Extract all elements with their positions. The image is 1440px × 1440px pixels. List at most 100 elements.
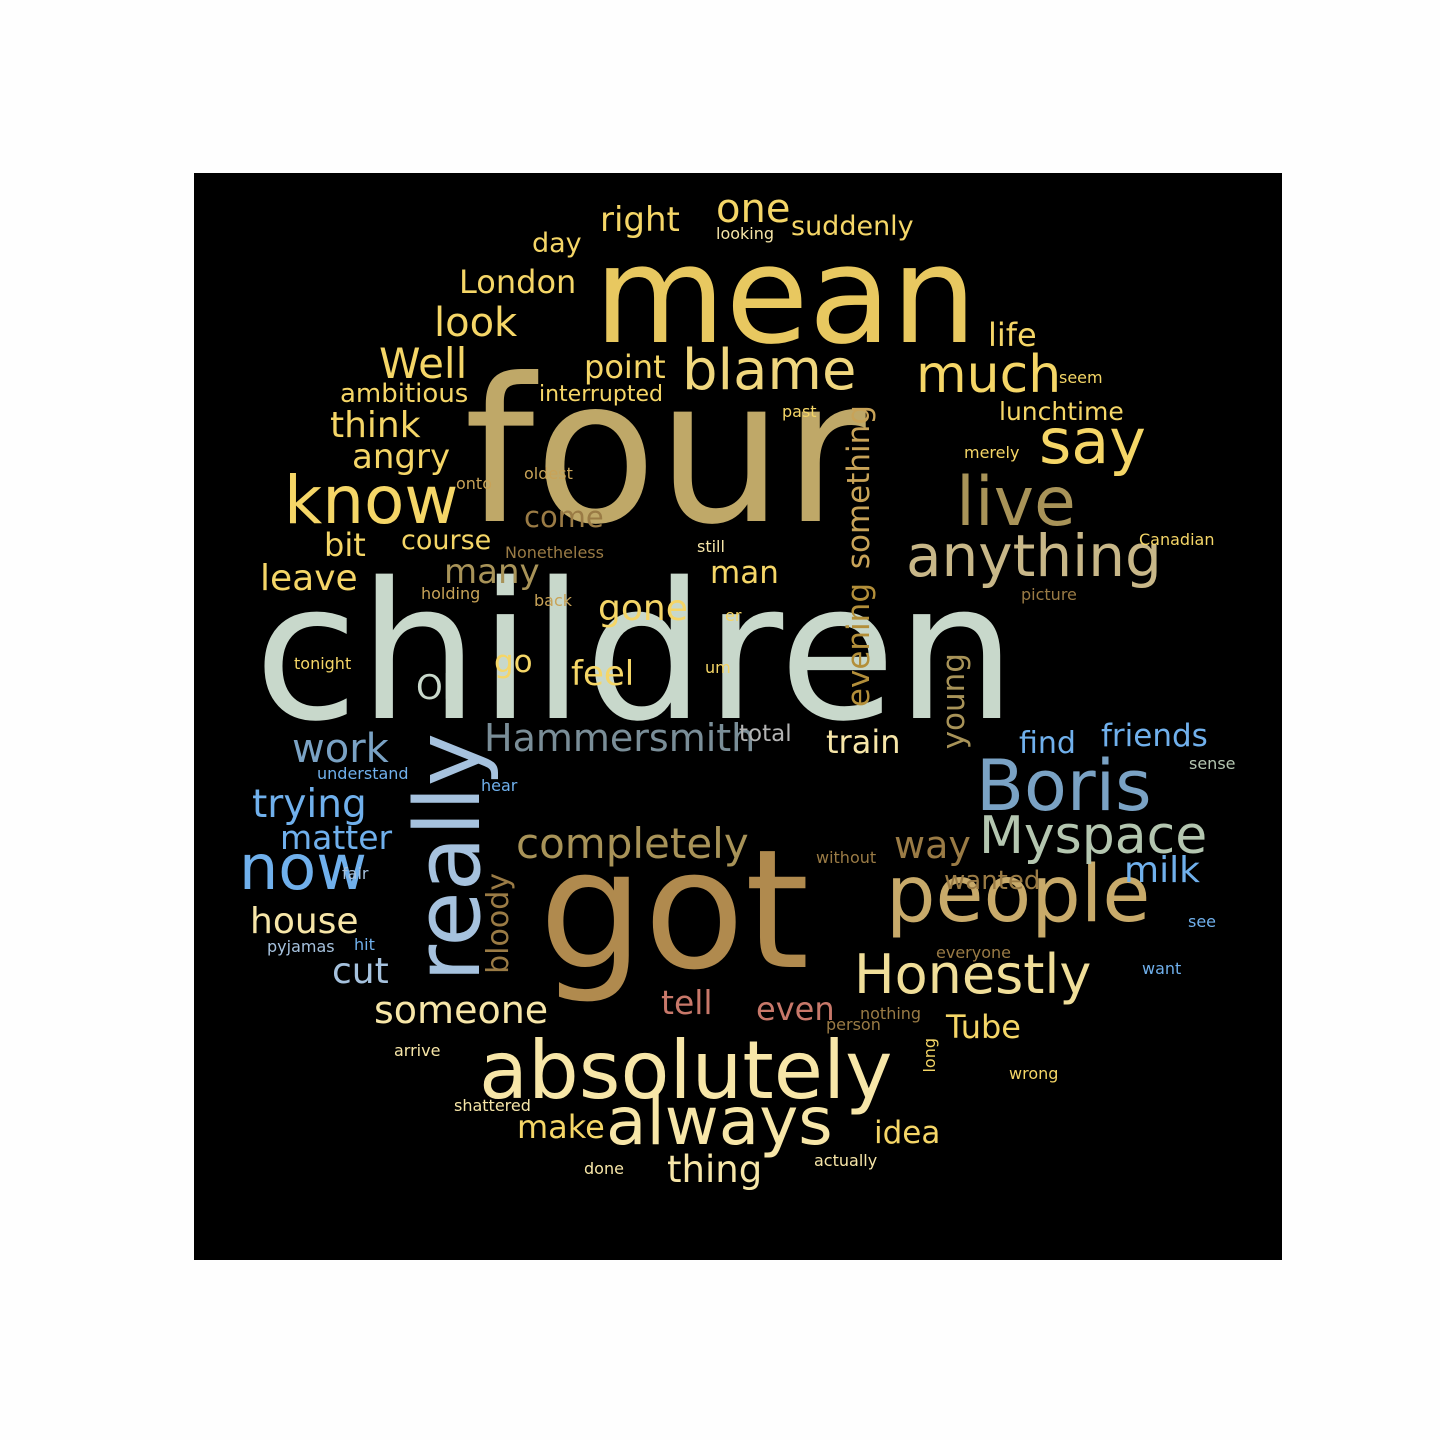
word-94: long	[920, 1038, 939, 1073]
word-16: Honestly	[854, 943, 1092, 1006]
word-71: oldest	[524, 464, 573, 483]
word-3: got	[539, 814, 810, 1006]
word-13: say	[1039, 405, 1146, 478]
word-68: seem	[1059, 368, 1103, 387]
word-64: make	[517, 1108, 605, 1146]
word-19: Hammersmith	[484, 716, 756, 760]
word-31: ambitious	[340, 379, 469, 409]
word-32: interrupted	[539, 382, 663, 407]
word-14: much	[916, 345, 1062, 405]
word-5: people	[886, 850, 1151, 940]
word-10: always	[606, 1083, 833, 1160]
word-84: sense	[1189, 754, 1236, 773]
word-79: er	[725, 606, 742, 625]
word-33: lunchtime	[999, 397, 1124, 426]
word-40: leave	[260, 558, 358, 599]
word-41: many	[444, 552, 540, 592]
word-66: thing	[667, 1148, 763, 1191]
word-63: Tube	[946, 1008, 1021, 1046]
word-47: work	[292, 726, 389, 772]
word-99: actually	[814, 1151, 878, 1170]
word-90: everyone	[936, 943, 1011, 962]
word-80: tonight	[294, 654, 352, 673]
word-87: pyjamas	[267, 937, 335, 956]
word-28: suddenly	[791, 211, 914, 242]
word-53: matter	[280, 818, 393, 857]
word-11: blame	[682, 338, 857, 403]
word-18: completely	[516, 819, 749, 868]
word-58: wanted	[944, 866, 1041, 896]
word-77: back	[534, 591, 573, 610]
word-34: something	[841, 405, 877, 570]
word-93: person	[826, 1015, 881, 1034]
word-76: holding	[421, 584, 481, 603]
word-74: still	[697, 537, 725, 556]
word-8: anything	[906, 522, 1162, 590]
word-75: Canadian	[1139, 530, 1215, 549]
word-92: nothing	[860, 1004, 922, 1023]
word-cloud: children four mean got absolutely people reall…	[194, 173, 1282, 1260]
word-50: find	[1019, 726, 1076, 761]
word-65: idea	[874, 1115, 941, 1151]
word-61: even	[756, 990, 835, 1028]
word-70: merely	[964, 443, 1020, 462]
word-69: past	[782, 402, 817, 421]
word-25: think	[330, 405, 421, 446]
word-85: without	[816, 848, 877, 867]
word-45: feel	[571, 654, 635, 694]
word-22: one	[716, 186, 791, 232]
word-52: trying	[252, 782, 367, 827]
word-59: bloody	[481, 873, 516, 974]
word-83: hear	[481, 776, 518, 795]
word-26: angry	[352, 437, 451, 477]
word-46: Oh	[416, 668, 465, 708]
word-95: wrong	[1009, 1064, 1059, 1083]
word-97: shattered	[454, 1096, 531, 1115]
word-96: arrive	[394, 1041, 441, 1060]
word-36: young	[936, 653, 972, 750]
word-30: life	[988, 316, 1037, 354]
word-54: house	[250, 901, 359, 942]
word-15: Myspace	[979, 806, 1208, 866]
word-78: picture	[1021, 585, 1077, 604]
word-44: go	[494, 644, 533, 680]
word-12: know	[284, 462, 459, 539]
word-98: done	[584, 1159, 624, 1178]
word-67: looking	[716, 224, 775, 243]
word-72: onto	[456, 474, 492, 493]
word-82: understand	[317, 764, 409, 783]
word-62: someone	[374, 988, 549, 1032]
word-91: want	[1142, 959, 1182, 978]
word-81: um	[705, 658, 731, 677]
word-60: tell	[661, 983, 713, 1022]
word-29: day	[532, 228, 582, 259]
word-88: hit	[354, 935, 375, 954]
word-57: milk	[1124, 850, 1200, 891]
word-4: absolutely	[479, 1024, 893, 1117]
word-17: now	[239, 831, 367, 904]
word-86: fair	[342, 864, 369, 883]
word-1: four	[464, 336, 866, 569]
word-56: way	[894, 823, 971, 867]
word-73: Nonetheless	[505, 543, 604, 562]
word-23: London	[459, 263, 577, 301]
word-49: total	[739, 721, 792, 747]
word-2: mean	[594, 217, 977, 374]
word-21: Well	[379, 339, 468, 388]
word-48: train	[826, 723, 901, 761]
word-35: evening	[841, 583, 877, 708]
word-55: cut	[332, 951, 389, 992]
word-37: come	[524, 500, 604, 534]
word-39: bit	[324, 526, 366, 564]
word-51: friends	[1101, 718, 1208, 754]
word-20: look	[434, 300, 518, 346]
word-24: right	[600, 200, 680, 240]
word-27: point	[584, 348, 666, 386]
word-42: man	[710, 555, 779, 591]
word-38: course	[401, 525, 492, 556]
word-43: gone	[598, 588, 688, 629]
word-7: Boris	[976, 745, 1152, 827]
word-9: live	[956, 463, 1076, 542]
word-0: children	[254, 542, 1017, 763]
word-89: see	[1188, 912, 1217, 931]
